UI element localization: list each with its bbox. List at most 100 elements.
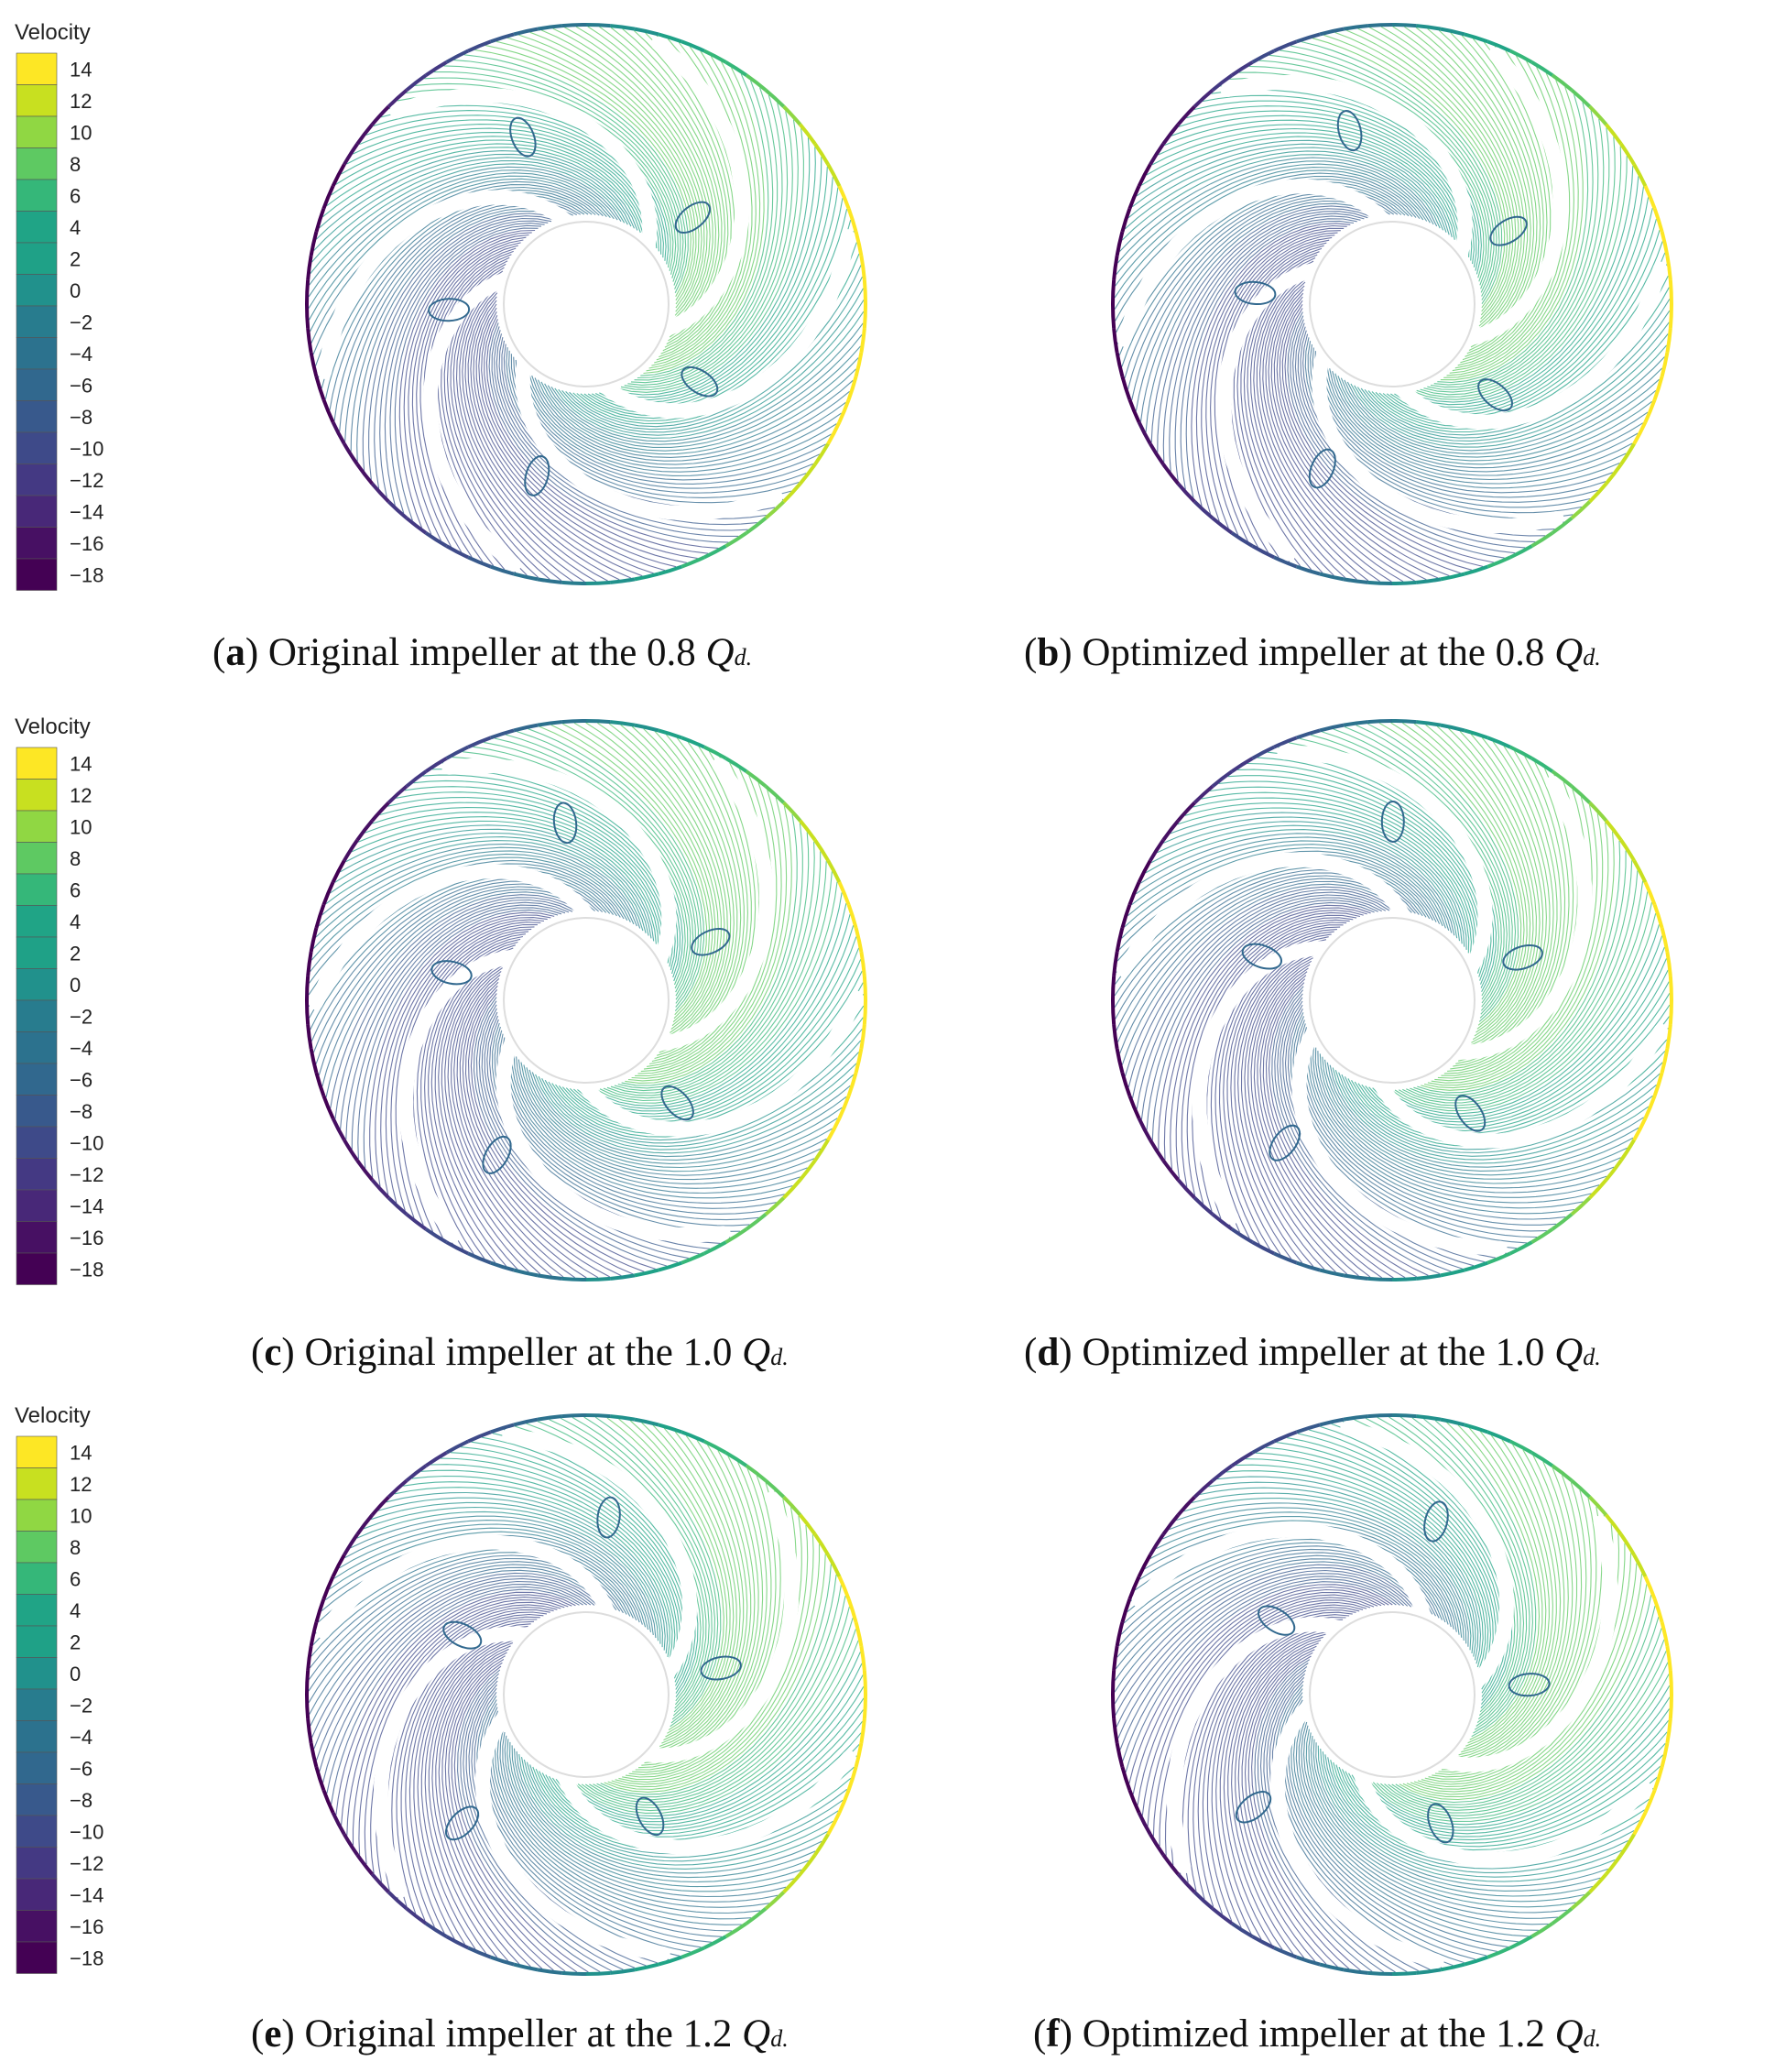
colorbar-swatch: [16, 1158, 58, 1191]
impeller-blade: [1277, 745, 1493, 976]
vortex: [1241, 943, 1283, 970]
panel-f: [1099, 1401, 1685, 1992]
impeller-blade: [1312, 345, 1564, 534]
colorbar-swatch: [16, 1189, 58, 1222]
colorbar-tick: 10: [70, 1504, 92, 1527]
colorbar-swatch: [16, 368, 58, 401]
colorbar-swatch: [16, 52, 58, 85]
colorbar-swatch: [16, 1095, 58, 1128]
colorbar-swatch: [16, 905, 58, 938]
impeller-blade: [1393, 261, 1668, 430]
vortex: [509, 116, 537, 158]
colorbar-svg: 14 12 10 8 6 4 2 0 −2 −4 −6 −8 −10 −12 −14 −16 −18: [16, 52, 103, 591]
impeller-blade: [1192, 941, 1334, 1226]
impeller-hub: [503, 1611, 670, 1778]
colorbar-swatch: [16, 968, 58, 1001]
colorbar-swatch: [16, 179, 58, 212]
colorbar-swatch: [16, 1657, 58, 1690]
colorbar-tick: −18: [70, 1947, 103, 1969]
vortex: [1423, 1500, 1449, 1543]
impeller-blade: [1340, 1421, 1515, 1691]
colorbar-swatch: [16, 1252, 58, 1285]
vortex: [444, 1805, 480, 1841]
vortex: [660, 1085, 694, 1121]
colorbar-swatch: [16, 1688, 58, 1721]
caption-c: (c) Original impeller at the 1.0 Qd.: [251, 1331, 789, 1374]
vortex: [1234, 280, 1277, 306]
impeller-streamlines-c: [305, 719, 867, 1281]
colorbar-swatch: [16, 1467, 58, 1500]
vortex: [430, 960, 473, 986]
vortex: [482, 1135, 512, 1174]
impeller-blade: [1116, 852, 1412, 977]
colorbar-swatch: [16, 305, 58, 338]
colorbar-tick: 8: [70, 1536, 81, 1559]
colorbar-swatch: [16, 873, 58, 906]
impeller-blade: [1269, 1698, 1444, 1968]
caption-a: (a) Original impeller at the 0.8 Qd.: [212, 631, 753, 674]
colorbar-tick: −8: [70, 1789, 93, 1812]
colorbar-tick: 6: [70, 1567, 81, 1590]
colorbar-swatch: [16, 1435, 58, 1468]
impeller-blade: [1372, 1023, 1669, 1149]
colorbar-swatch: [16, 842, 58, 875]
colorbar-swatch: [16, 1531, 58, 1564]
impeller-blade: [373, 1626, 535, 1898]
colorbar-tick: 10: [70, 815, 92, 838]
impeller-blade: [637, 1491, 800, 1763]
streamline-field: [1111, 1413, 1673, 1976]
impeller-blade: [1131, 1522, 1432, 1624]
vortex: [635, 1796, 665, 1837]
colorbar-tick: −2: [70, 1694, 93, 1717]
vortex: [552, 802, 578, 845]
impeller-blade: [316, 1534, 616, 1640]
colorbar-tick: 0: [70, 1663, 81, 1685]
colorbar-tick: 6: [70, 184, 81, 207]
colorbar-tick: 2: [70, 1630, 81, 1653]
impeller-blade: [1220, 74, 1473, 263]
vortex: [1427, 1803, 1454, 1844]
colorbar-tick: −2: [70, 1005, 93, 1028]
streamline-field: [1111, 719, 1673, 1281]
vortex: [1489, 215, 1528, 246]
streamline-field: [305, 719, 867, 1281]
vortex: [442, 1620, 483, 1650]
panel-d: [1099, 707, 1685, 1298]
colorbar-tick: 14: [70, 752, 92, 775]
impeller-blade: [1461, 47, 1568, 346]
colorbar-swatch: [16, 1063, 58, 1096]
colorbar-swatch: [16, 810, 58, 843]
impeller-streamlines-e: [305, 1413, 867, 1976]
vortex: [691, 927, 731, 956]
vortex: [674, 201, 712, 234]
colorbar-swatch: [16, 1594, 58, 1627]
vortex: [1258, 1605, 1296, 1636]
colorbar-swatch: [16, 84, 58, 117]
colorbar-tick: −10: [70, 1820, 103, 1843]
colorbar-swatch: [16, 147, 58, 180]
colorbar-swatch: [16, 274, 58, 307]
vortex: [428, 298, 471, 322]
colorbar-tick: −16: [70, 1227, 103, 1249]
impeller-blade: [1216, 262, 1323, 562]
colorbar-swatch: [16, 1126, 58, 1159]
colorbar-tick: 12: [70, 90, 92, 113]
colorbar-swatch: [16, 211, 58, 244]
colorbar-swatch: [16, 1221, 58, 1254]
colorbar-swatch: [16, 1720, 58, 1753]
colorbar-tick: −12: [70, 1163, 103, 1186]
colorbar-swatch: [16, 463, 58, 496]
colorbar-swatch: [16, 1031, 58, 1064]
colorbar-title: Velocity: [15, 1403, 91, 1428]
colorbar-swatch: [16, 400, 58, 433]
vortex: [1454, 1095, 1487, 1132]
colorbar-svg: 14 12 10 8 6 4 2 0 −2 −4 −6 −8 −10 −12 −14 −16 −18: [16, 1435, 103, 1974]
colorbar-tick: 0: [70, 279, 81, 302]
colorbar-swatch: [16, 1941, 58, 1974]
impeller-hub: [1309, 917, 1476, 1084]
colorbar-swatch: [16, 1783, 58, 1816]
impeller-hub: [1309, 1611, 1476, 1778]
colorbar-tick: −2: [70, 311, 93, 333]
impeller-blade: [389, 87, 658, 255]
vortex: [1269, 1124, 1301, 1161]
